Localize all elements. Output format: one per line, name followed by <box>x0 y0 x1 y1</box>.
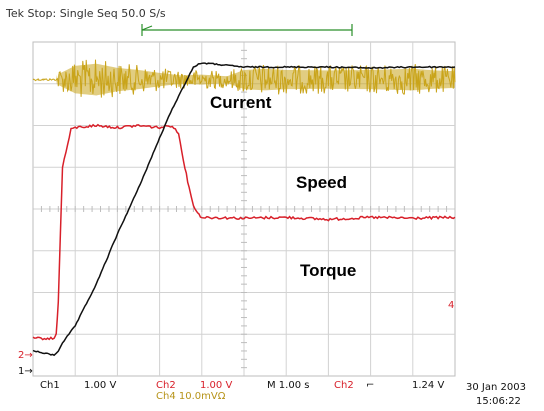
time-readout: 15:06:22 <box>476 396 521 407</box>
label-torque: Torque <box>300 261 356 280</box>
trigger-position-marker <box>141 24 353 36</box>
label-current: Current <box>210 93 272 112</box>
ch1-ground-marker: 1→ <box>18 366 33 377</box>
current-trace <box>32 59 456 98</box>
header-status: Tek Stop: Single Seq 50.0 S/s <box>5 7 166 20</box>
ref-marker: 4 <box>448 300 454 311</box>
trigger-slope-icon: ⌐ <box>366 380 374 391</box>
torque-trace <box>32 123 456 341</box>
ch4-readout: Ch4 10.0mVΩ <box>156 391 226 402</box>
date-readout: 30 Jan 2003 <box>466 382 526 393</box>
label-speed: Speed <box>296 173 347 192</box>
graticule <box>32 41 456 377</box>
ch2-ground-marker: 2→ <box>18 350 33 361</box>
speed-trace <box>32 62 456 357</box>
ch2-label: Ch2 <box>156 380 176 391</box>
ch1-scale: 1.00 V <box>84 380 116 391</box>
ch1-label: Ch1 <box>40 380 60 391</box>
readout-bar: Ch1 1.00 V Ch2 1.00 V Ch4 10.0mVΩ M 1.00… <box>40 380 526 407</box>
timebase-readout: M 1.00 s <box>267 380 309 391</box>
ch2-scale: 1.00 V <box>200 380 232 391</box>
trigger-level: 1.24 V <box>412 380 444 391</box>
trigger-source: Ch2 <box>334 380 354 391</box>
traces <box>32 59 456 357</box>
